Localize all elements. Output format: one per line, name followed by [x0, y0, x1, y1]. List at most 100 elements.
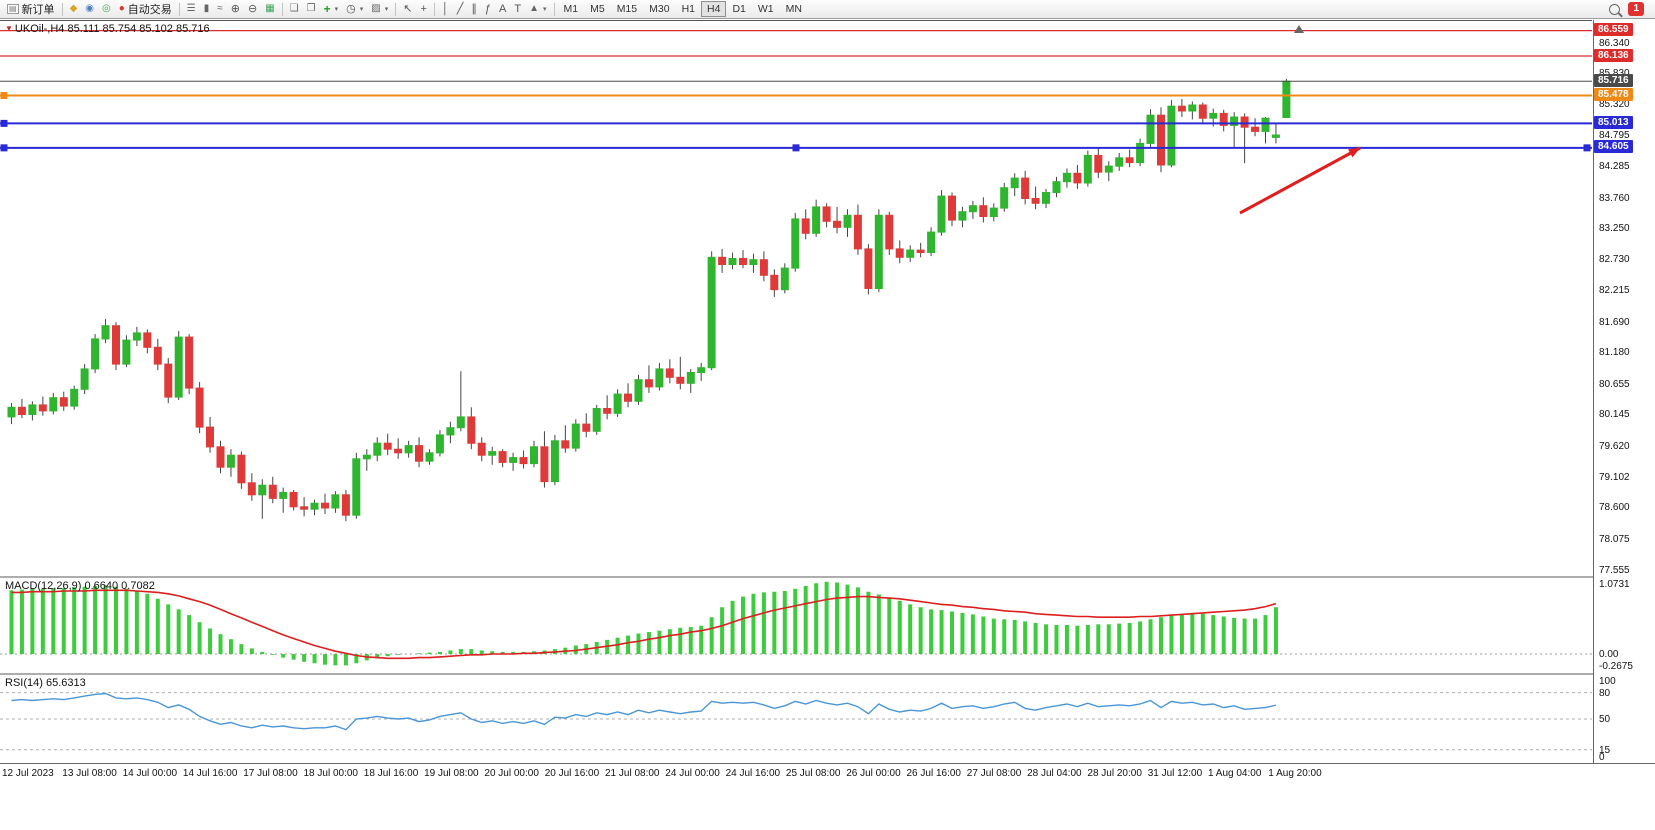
market-watch-button[interactable]: ◆ [66, 1, 82, 18]
bearish-candle [341, 494, 350, 516]
trendline-button[interactable]: ╱ [453, 1, 468, 18]
bullish-candle [927, 231, 936, 254]
bullish-candle [1052, 181, 1061, 193]
auto-scroll-button[interactable]: ❏ [286, 1, 303, 18]
search-icon[interactable] [1609, 3, 1621, 15]
bearish-candle [916, 249, 925, 254]
timeframe-w1-button[interactable]: W1 [752, 1, 780, 17]
zoom-in-button[interactable]: ⊕ [227, 1, 244, 18]
navigator-button[interactable]: ◉ [81, 1, 98, 18]
line-handle[interactable] [792, 144, 800, 152]
panel-separator[interactable] [0, 576, 1655, 578]
bullish-candle [989, 207, 998, 218]
templates-button[interactable]: ▨ ▾ [367, 1, 392, 18]
candlestick-chart[interactable] [0, 21, 1592, 576]
line-handle[interactable] [0, 119, 8, 127]
bar-chart-button[interactable]: ☰ [183, 1, 200, 18]
zoom-out-button[interactable]: ⊖ [244, 1, 261, 18]
macd-tick: 1.0731 [1599, 579, 1630, 590]
periods-button[interactable]: ◷ ▾ [342, 1, 367, 18]
chart-shift-button[interactable]: ❐ [303, 1, 320, 18]
timeframe-d1-button[interactable]: D1 [726, 1, 751, 17]
bar-chart-icon: ☰ [186, 3, 196, 14]
chart-shift-marker[interactable] [1294, 25, 1304, 33]
macd-chart[interactable] [0, 578, 1592, 673]
bullish-candle [509, 457, 518, 463]
auto-trading-button[interactable]: ● 自动交易 [115, 1, 176, 18]
panel-separator[interactable] [0, 673, 1655, 675]
price-tick: 82.215 [1599, 285, 1630, 297]
bullish-candle [1000, 187, 1009, 209]
bullish-candle [749, 259, 758, 265]
bullish-candle [80, 368, 89, 390]
history-icon: ◎ [102, 3, 111, 14]
price-badge: 85.013 [1594, 115, 1633, 129]
line-handle[interactable] [0, 144, 8, 152]
price-axis[interactable]: 86.34085.83085.32084.79584.28583.76083.2… [1593, 20, 1655, 763]
timeframe-m5-button[interactable]: M5 [584, 1, 611, 17]
bearish-candle [17, 406, 26, 415]
bullish-candle [1136, 142, 1145, 164]
tile-windows-button[interactable]: ▦ [261, 1, 278, 18]
bearish-candle [676, 376, 685, 384]
bullish-candle [937, 195, 946, 233]
rsi-panel[interactable]: RSI(14) 65.6313 [0, 675, 1592, 763]
auto-scroll-icon: ❏ [289, 3, 299, 14]
notification-badge[interactable]: 1 [1628, 2, 1644, 16]
line-chart-button[interactable]: ≈ [213, 1, 227, 18]
timeframe-mn-button[interactable]: MN [780, 1, 808, 17]
bearish-candle [665, 368, 674, 378]
text-tool-button[interactable]: A [495, 1, 510, 18]
bearish-candle [1031, 198, 1040, 204]
macd-panel[interactable]: MACD(12,26,9) 0.6640 0.7082 [0, 578, 1592, 673]
channel-button[interactable]: ∥ [467, 1, 481, 18]
time-label: 18 Jul 16:00 [363, 768, 419, 779]
bullish-candle [697, 367, 706, 374]
bullish-candle [812, 206, 821, 234]
fibonacci-button[interactable]: ƒ [481, 1, 495, 18]
timeframe-h1-button[interactable]: H1 [676, 1, 701, 17]
arrow-annotation[interactable] [1239, 146, 1361, 215]
text-tool-icon: A [499, 2, 507, 15]
add-indicator-button[interactable]: + ▾ [320, 1, 343, 18]
bearish-candle [195, 387, 204, 428]
symbol-marker-icon: ▼ [5, 24, 13, 33]
crosshair-button[interactable]: + [416, 1, 430, 18]
time-axis[interactable]: 12 Jul 2023 13 Jul 08:00 14 Jul 00:00 14 Ju… [0, 763, 1655, 786]
time-label: 19 Jul 08:00 [424, 768, 479, 779]
timeframe-h4-button[interactable]: H4 [701, 1, 727, 17]
bearish-candle [1177, 105, 1186, 112]
timeframe-m30-button[interactable]: M30 [643, 1, 675, 17]
arrows-tool-button[interactable]: ▲ ▾ [525, 1, 550, 18]
price-tick: 78.600 [1599, 502, 1630, 514]
rsi-chart[interactable] [0, 675, 1592, 763]
bearish-candle [38, 404, 47, 412]
bullish-candle [331, 494, 340, 509]
timeframe-m15-button[interactable]: M15 [611, 1, 643, 17]
time-label: 28 Jul 04:00 [1027, 768, 1082, 779]
timeframe-m1-button[interactable]: M1 [558, 1, 585, 17]
text-label-icon: T [514, 2, 522, 15]
cursor-button[interactable]: ↖ [399, 1, 416, 18]
line-handle[interactable] [1583, 144, 1591, 152]
line-handle[interactable] [0, 91, 8, 99]
macd-tick: 0.00 [1599, 649, 1619, 661]
price-badge: 85.716 [1594, 73, 1633, 87]
bullish-candle [352, 458, 361, 516]
time-label: 12 Jul 2023 [2, 768, 54, 779]
bearish-candle [415, 445, 423, 462]
main-chart-panel[interactable]: ▼ UKOil-,H4 85.111 85.754 85.102 85.716 [0, 20, 1592, 576]
candlestick-chart-button[interactable]: ▮ [200, 1, 214, 18]
bullish-candle [373, 442, 382, 456]
bearish-candle [247, 482, 256, 496]
history-center-button[interactable]: ◎ [98, 1, 115, 18]
bearish-candle [895, 248, 904, 258]
templates-icon: ▨ [371, 3, 381, 14]
vertical-line-button[interactable]: │ [438, 1, 453, 18]
bullish-candle [70, 388, 79, 407]
bearish-candle [216, 446, 225, 468]
text-label-tool-button[interactable]: T [510, 1, 525, 18]
price-tick: 81.180 [1599, 347, 1630, 359]
chevron-down-icon: ▾ [359, 6, 364, 13]
new-order-button[interactable]: ▤ 新订单 [3, 1, 59, 18]
